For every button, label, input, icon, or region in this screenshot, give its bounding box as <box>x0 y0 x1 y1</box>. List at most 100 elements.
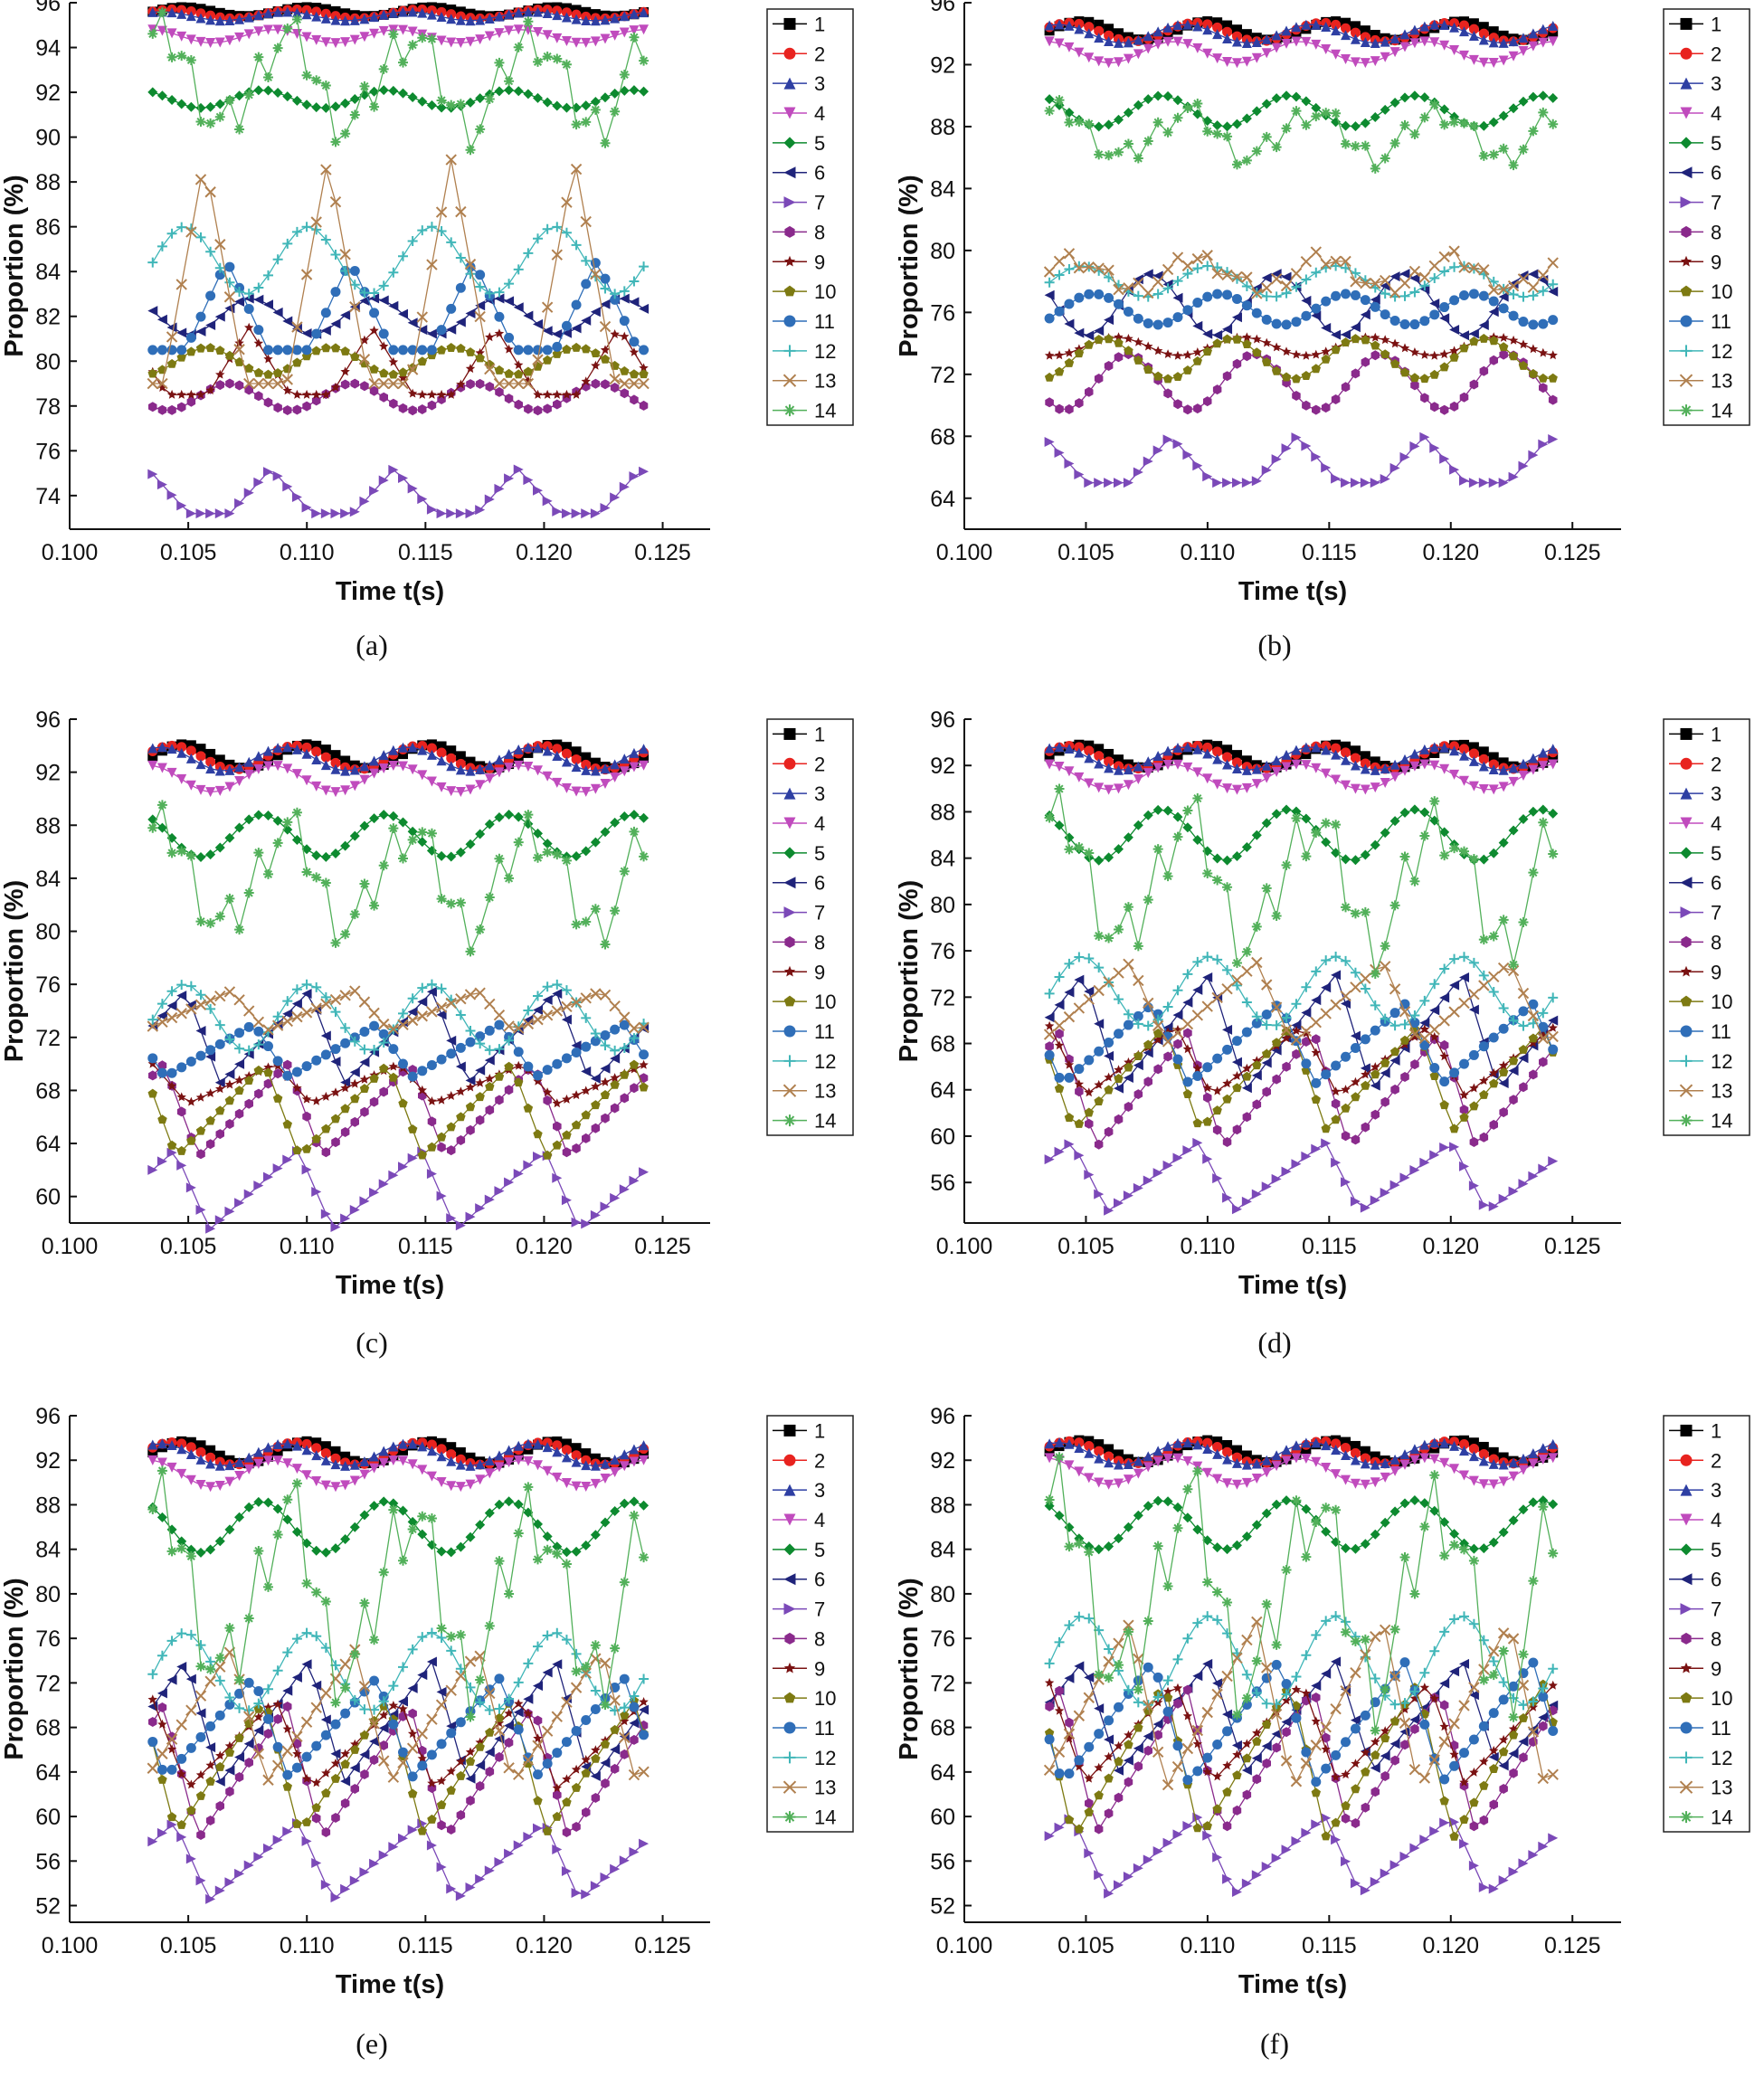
data-point <box>1538 1163 1549 1174</box>
x-tick-label: 0.115 <box>398 1234 453 1259</box>
data-point <box>1103 976 1114 988</box>
y-tick-label: 68 <box>35 1078 61 1104</box>
data-point <box>600 1458 611 1469</box>
data-point <box>1123 478 1133 488</box>
data-point <box>1123 1755 1133 1766</box>
x-tick-label: 0.115 <box>1302 540 1357 565</box>
data-point <box>388 754 399 765</box>
data-point <box>1074 18 1085 29</box>
series-4 <box>1044 1453 1559 1490</box>
data-point <box>1508 289 1519 299</box>
data-point <box>1241 271 1253 283</box>
y-tick-label: 80 <box>35 1582 61 1607</box>
data-point <box>156 90 167 101</box>
data-point <box>1113 967 1124 979</box>
data-point <box>1547 257 1559 269</box>
data-point <box>1281 271 1292 282</box>
data-point <box>1222 1726 1233 1737</box>
data-point <box>629 1846 640 1857</box>
data-point <box>1044 36 1055 47</box>
data-point <box>301 70 312 81</box>
data-point <box>282 385 292 395</box>
data-point <box>629 25 640 36</box>
data-point <box>1064 987 1075 998</box>
y-tick-label: 90 <box>35 126 61 151</box>
data-point <box>639 851 650 862</box>
data-point <box>1055 1685 1064 1696</box>
data-point <box>320 1643 331 1654</box>
data-point <box>436 345 447 355</box>
data-point <box>1449 1440 1460 1451</box>
data-point <box>493 1009 506 1021</box>
series-line <box>1048 1499 1553 1550</box>
data-point <box>504 1721 515 1731</box>
y-axis-title: Proportion (%) <box>895 1578 924 1759</box>
data-point <box>1152 1541 1163 1551</box>
data-point <box>1123 780 1133 791</box>
data-point <box>1331 743 1342 754</box>
data-point <box>1074 348 1085 358</box>
data-point <box>1172 292 1183 303</box>
data-point <box>1321 354 1331 364</box>
data-point <box>600 283 611 294</box>
data-point <box>1192 1524 1203 1535</box>
data-point <box>1350 57 1361 68</box>
data-point <box>1182 997 1193 1008</box>
data-point <box>1222 1078 1232 1088</box>
legend-label: 14 <box>814 1110 836 1133</box>
data-point <box>1201 1000 1213 1012</box>
series-line <box>1048 337 1553 380</box>
data-point <box>1429 760 1440 771</box>
data-point <box>147 1669 158 1680</box>
legend-label: 8 <box>1711 221 1721 243</box>
data-point <box>541 301 554 313</box>
data-point <box>1350 1196 1361 1207</box>
data-point <box>1212 1852 1223 1863</box>
data-point <box>1143 895 1153 906</box>
data-point <box>571 754 582 765</box>
data-point <box>1538 1841 1549 1852</box>
data-point <box>1548 759 1559 770</box>
data-point <box>619 69 630 80</box>
data-point <box>1104 1050 1114 1061</box>
data-point <box>571 37 582 48</box>
data-point <box>561 1445 572 1455</box>
data-point <box>1251 308 1262 318</box>
data-point <box>1409 1165 1420 1176</box>
data-point <box>417 770 428 781</box>
data-point <box>195 36 206 47</box>
data-point <box>1508 351 1519 361</box>
data-point <box>1231 1740 1242 1750</box>
data-point <box>1408 1029 1421 1040</box>
data-point <box>301 100 312 110</box>
data-point <box>379 1740 388 1750</box>
data-point <box>282 481 293 492</box>
data-point <box>1133 1010 1143 1021</box>
data-point <box>406 364 419 375</box>
data-point <box>1241 755 1252 766</box>
data-point <box>369 86 380 97</box>
data-point <box>533 742 544 753</box>
data-point <box>1498 1078 1509 1089</box>
data-point <box>1211 268 1223 280</box>
data-point <box>1429 979 1440 990</box>
data-point <box>475 347 485 357</box>
data-point <box>1361 356 1370 367</box>
data-point <box>157 1060 167 1071</box>
data-point <box>1261 1181 1272 1192</box>
data-point <box>552 33 563 43</box>
data-point <box>185 1550 196 1561</box>
hexagon-icon <box>1681 935 1692 948</box>
data-point <box>1351 1784 1361 1794</box>
data-point <box>561 1737 572 1748</box>
data-point <box>504 1177 515 1188</box>
data-point <box>542 51 553 62</box>
data-point <box>1192 1617 1203 1628</box>
data-point <box>1449 1760 1460 1771</box>
data-point <box>1380 335 1390 345</box>
data-point <box>359 14 370 24</box>
data-point <box>1459 343 1469 353</box>
data-point <box>571 1481 582 1492</box>
data-point <box>1389 462 1400 473</box>
data-point <box>340 929 351 940</box>
